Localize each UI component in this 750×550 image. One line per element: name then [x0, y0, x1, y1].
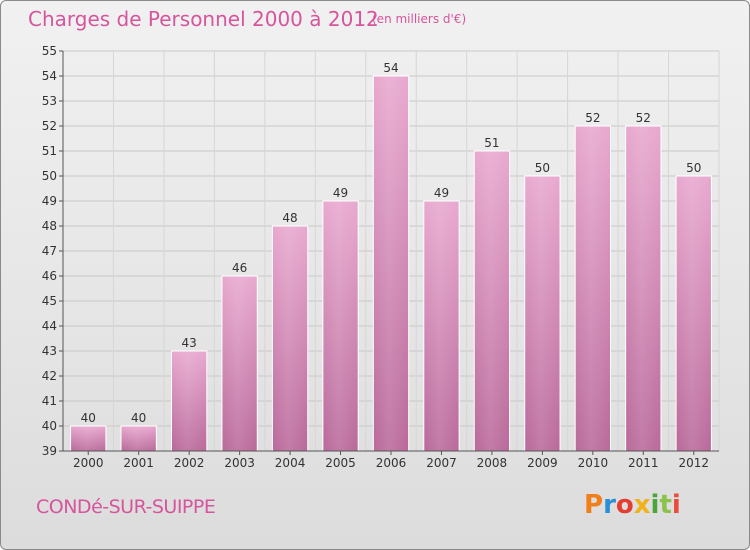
y-tick-label: 53 [42, 94, 57, 108]
commune-name: CONDé-SUR-SUIPPE [36, 496, 216, 518]
x-tick-label: 2006 [376, 456, 407, 470]
bars: 40 40 43 46 48 49 54 49 51 50 52 52 50 [70, 61, 712, 452]
y-tick-label: 46 [42, 269, 57, 283]
data-label-2003: 46 [232, 261, 247, 275]
bar-shine [625, 126, 661, 451]
bar-shine [70, 426, 106, 451]
data-label-2002: 43 [182, 336, 197, 350]
chart-subtitle: (en milliers d'€) [372, 12, 467, 26]
bar-shine [221, 276, 258, 451]
bar-shine [474, 151, 510, 451]
x-tick-label: 2010 [578, 456, 609, 470]
logo-letter: i [650, 490, 660, 520]
y-tick-label: 44 [42, 319, 57, 333]
bar-shine [676, 176, 712, 451]
x-tick-label: 2009 [527, 456, 558, 470]
logo-letter: P [584, 490, 604, 520]
logo-letter: r [603, 490, 616, 520]
x-tick-label: 2012 [678, 456, 709, 470]
bar-shine [423, 201, 460, 451]
x-tick-label: 2008 [477, 456, 508, 470]
bar-shine [272, 226, 308, 451]
x-tick-label: 2001 [123, 456, 154, 470]
logo-letter: t [659, 490, 672, 520]
data-label-2006: 54 [383, 61, 398, 75]
y-tick-label: 45 [42, 294, 57, 308]
x-tick-label: 2002 [174, 456, 205, 470]
x-tick-label: 2011 [628, 456, 659, 470]
chart-title: Charges de Personnel 2000 à 2012 [28, 7, 379, 31]
y-tick-label: 48 [42, 219, 57, 233]
y-tick-label: 52 [42, 119, 57, 133]
y-tick-label: 47 [42, 244, 57, 258]
y-tick-label: 40 [42, 419, 57, 433]
data-label-2000: 40 [81, 411, 96, 425]
data-label-2005: 49 [333, 186, 348, 200]
y-tick-label: 43 [42, 344, 57, 358]
data-label-2012: 50 [686, 161, 701, 175]
logo-letter: i [671, 490, 681, 520]
y-tick-label: 49 [42, 194, 57, 208]
y-tick-label: 55 [42, 44, 57, 58]
y-tick-label: 42 [42, 369, 57, 383]
y-tick-label: 54 [42, 69, 57, 83]
proxiti-logo[interactable]: Proxiti [584, 490, 681, 520]
y-tick-label: 39 [42, 444, 57, 458]
data-label-2010: 52 [585, 111, 600, 125]
bar-shine [121, 426, 157, 451]
x-tick-label: 2007 [426, 456, 457, 470]
bar-shine [373, 76, 409, 451]
axes: 39 40 41 42 43 44 45 46 47 48 49 50 51 52 53 54 55 2000 20… [42, 44, 719, 470]
y-tick-label: 50 [42, 169, 57, 183]
data-label-2009: 50 [535, 161, 550, 175]
bar-shine [322, 201, 359, 451]
data-label-2007: 49 [434, 186, 449, 200]
x-tick-label: 2003 [224, 456, 255, 470]
data-label-2001: 40 [131, 411, 146, 425]
x-tick-label: 2005 [325, 456, 356, 470]
data-label-2004: 48 [282, 211, 297, 225]
x-tick-label: 2000 [73, 456, 104, 470]
x-tick-label: 2004 [275, 456, 306, 470]
bar-shine [171, 351, 207, 451]
data-label-2008: 51 [484, 136, 499, 150]
bar-shine [575, 126, 611, 451]
logo-letter: o [615, 490, 634, 520]
logo-letter: x [633, 490, 651, 520]
y-tick-label: 51 [42, 144, 57, 158]
y-tick-label: 41 [42, 394, 57, 408]
data-label-2011: 52 [636, 111, 651, 125]
bar-shine [524, 176, 561, 451]
